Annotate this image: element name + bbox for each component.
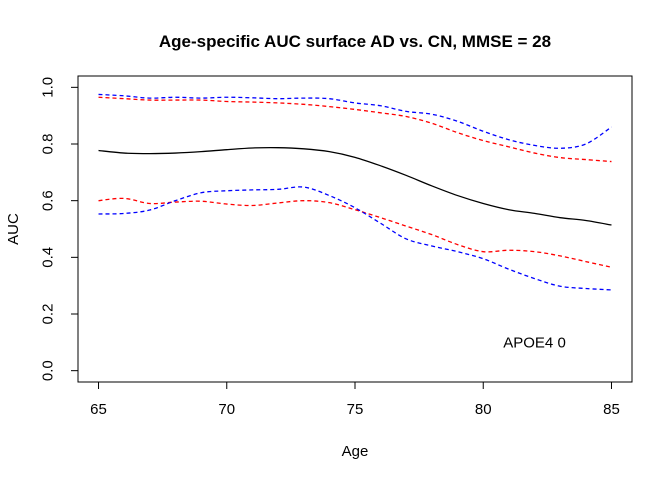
y-axis: 0.0 0.2 0.4 0.6 0.8 1.0 [40,77,79,381]
series-line-3 [98,96,612,163]
x-tick-label: 65 [90,401,107,418]
y-tick-label: 0.2 [40,304,57,325]
chart-title: Age-specific AUC surface AD vs. CN, MMSE… [159,32,551,51]
x-tick-label: 85 [603,401,620,418]
x-axis-label: Age [342,443,369,460]
series-line-5 [98,186,612,291]
x-tick-label: 80 [475,401,492,418]
x-tick-label: 75 [347,401,364,418]
x-tick-label: 70 [218,401,235,418]
y-tick-label: 1.0 [40,77,57,98]
y-tick-label: 0.8 [40,134,57,155]
y-axis-label: AUC [5,213,22,245]
y-tick-label: 0.0 [40,360,57,381]
apoe4-annotation: APOE4 0 [503,334,566,351]
y-tick-label: 0.6 [40,190,57,211]
series-line-2 [98,93,612,149]
series-line-1 [98,146,612,226]
series-line-4 [98,197,612,268]
y-tick-label: 0.4 [40,247,57,268]
series-layer [98,93,612,291]
x-axis: 65 70 75 80 85 [90,381,620,418]
